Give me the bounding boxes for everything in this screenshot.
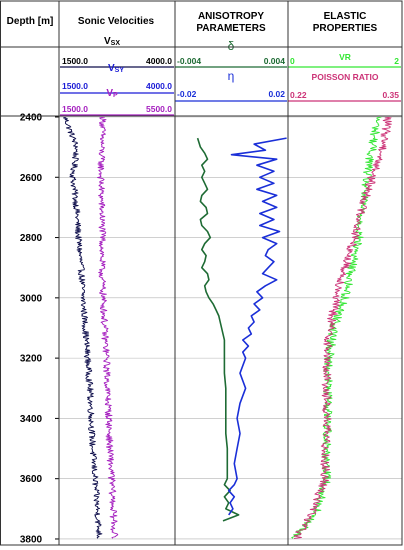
- poisson-scale-min: 0.22: [290, 90, 307, 100]
- anisotropy-title-line1: ANISOTROPY: [198, 11, 264, 22]
- depth-label-3800: 3800: [20, 534, 43, 545]
- depth-label-2600: 2600: [20, 173, 43, 184]
- series-poisson-curve: [293, 117, 392, 539]
- delta-label: δ: [228, 39, 235, 53]
- log-curves: [63, 117, 392, 539]
- vsx-label: VSX: [104, 36, 120, 47]
- depth-label-3600: 3600: [20, 474, 43, 485]
- vp-label: VP: [106, 88, 118, 99]
- depth-label-2400: 2400: [20, 113, 43, 124]
- vp-scale-max: 5500.0: [146, 104, 172, 114]
- vr-label: VR: [339, 52, 351, 62]
- eta-scale-min: -0.02: [177, 89, 197, 99]
- depth-axis-labels: 2400 2600 2800 3000 3200 3400 3600 3800: [20, 113, 59, 545]
- elastic-title-line1: ELASTIC: [324, 11, 367, 22]
- series-vr-curve: [291, 117, 382, 539]
- vp-scale-min: 1500.0: [62, 104, 88, 114]
- depth-label-2800: 2800: [20, 233, 43, 244]
- depth-label-3000: 3000: [20, 293, 43, 304]
- header-row: Depth [m] Sonic Velocities ANISOTROPY PA…: [0, 0, 403, 48]
- depth-label-3200: 3200: [20, 354, 43, 365]
- vsy-scale-max: 4000.0: [146, 81, 172, 91]
- anisotropy-title-line2: PARAMETERS: [196, 23, 266, 34]
- vsx-scale-min: 1500.0: [62, 56, 88, 66]
- series-vsx-curve: [63, 117, 103, 539]
- poisson-label: POISSON RATIO: [312, 72, 379, 82]
- vr-scale-max: 2: [394, 56, 399, 66]
- eta-label: η: [228, 69, 235, 83]
- depth-label-3400: 3400: [20, 414, 43, 425]
- poisson-scale-max: 0.35: [382, 90, 399, 100]
- delta-scale-min: -0.004: [177, 56, 201, 66]
- vsy-label: VSY: [108, 63, 124, 74]
- series-vp-curve: [97, 117, 119, 539]
- eta-scale-max: 0.02: [268, 89, 285, 99]
- depth-track-title: Depth [m]: [7, 16, 54, 27]
- vr-scale-min: 0: [290, 56, 295, 66]
- scale-area: VSX 1500.0 4000.0 VSY 1500.0 4000.0 VP 1…: [60, 36, 401, 116]
- series-eta-curve: [227, 137, 287, 516]
- delta-scale-max: 0.004: [264, 56, 286, 66]
- elastic-title-line2: PROPERTIES: [313, 23, 378, 34]
- sonic-track-title: Sonic Velocities: [78, 16, 155, 27]
- vsy-scale-min: 1500.0: [62, 81, 88, 91]
- vsx-scale-max: 4000.0: [146, 56, 172, 66]
- depth-grid: [59, 116, 402, 540]
- series-delta-curve: [196, 137, 240, 522]
